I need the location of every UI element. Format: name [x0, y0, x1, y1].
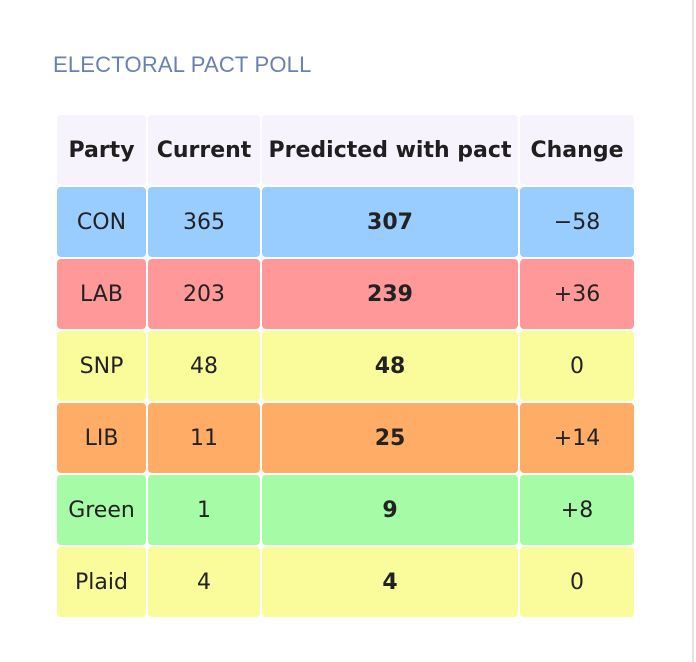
current-cell: 365	[148, 187, 260, 257]
change-cell: 0	[520, 331, 634, 401]
change-cell: +36	[520, 259, 634, 329]
header-current: Current	[148, 115, 260, 185]
change-cell: +14	[520, 403, 634, 473]
predicted-cell: 9	[262, 475, 518, 545]
change-cell: +8	[520, 475, 634, 545]
party-cell: SNP	[57, 331, 146, 401]
party-cell: Plaid	[57, 547, 146, 617]
party-cell: Green	[57, 475, 146, 545]
change-cell: 0	[520, 547, 634, 617]
party-cell: CON	[57, 187, 146, 257]
party-cell: LAB	[57, 259, 146, 329]
header-party: Party	[57, 115, 146, 185]
current-cell: 1	[148, 475, 260, 545]
predicted-cell: 25	[262, 403, 518, 473]
current-cell: 203	[148, 259, 260, 329]
current-cell: 4	[148, 547, 260, 617]
predicted-cell: 4	[262, 547, 518, 617]
header-predicted: Predicted with pact	[262, 115, 518, 185]
change-cell: −58	[520, 187, 634, 257]
predicted-cell: 307	[262, 187, 518, 257]
poll-table: Party Current Predicted with pact Change…	[57, 115, 634, 617]
party-cell: LIB	[57, 403, 146, 473]
predicted-cell: 48	[262, 331, 518, 401]
current-cell: 48	[148, 331, 260, 401]
current-cell: 11	[148, 403, 260, 473]
poll-title: ELECTORAL PACT POLL	[53, 52, 312, 77]
header-change: Change	[520, 115, 634, 185]
predicted-cell: 239	[262, 259, 518, 329]
